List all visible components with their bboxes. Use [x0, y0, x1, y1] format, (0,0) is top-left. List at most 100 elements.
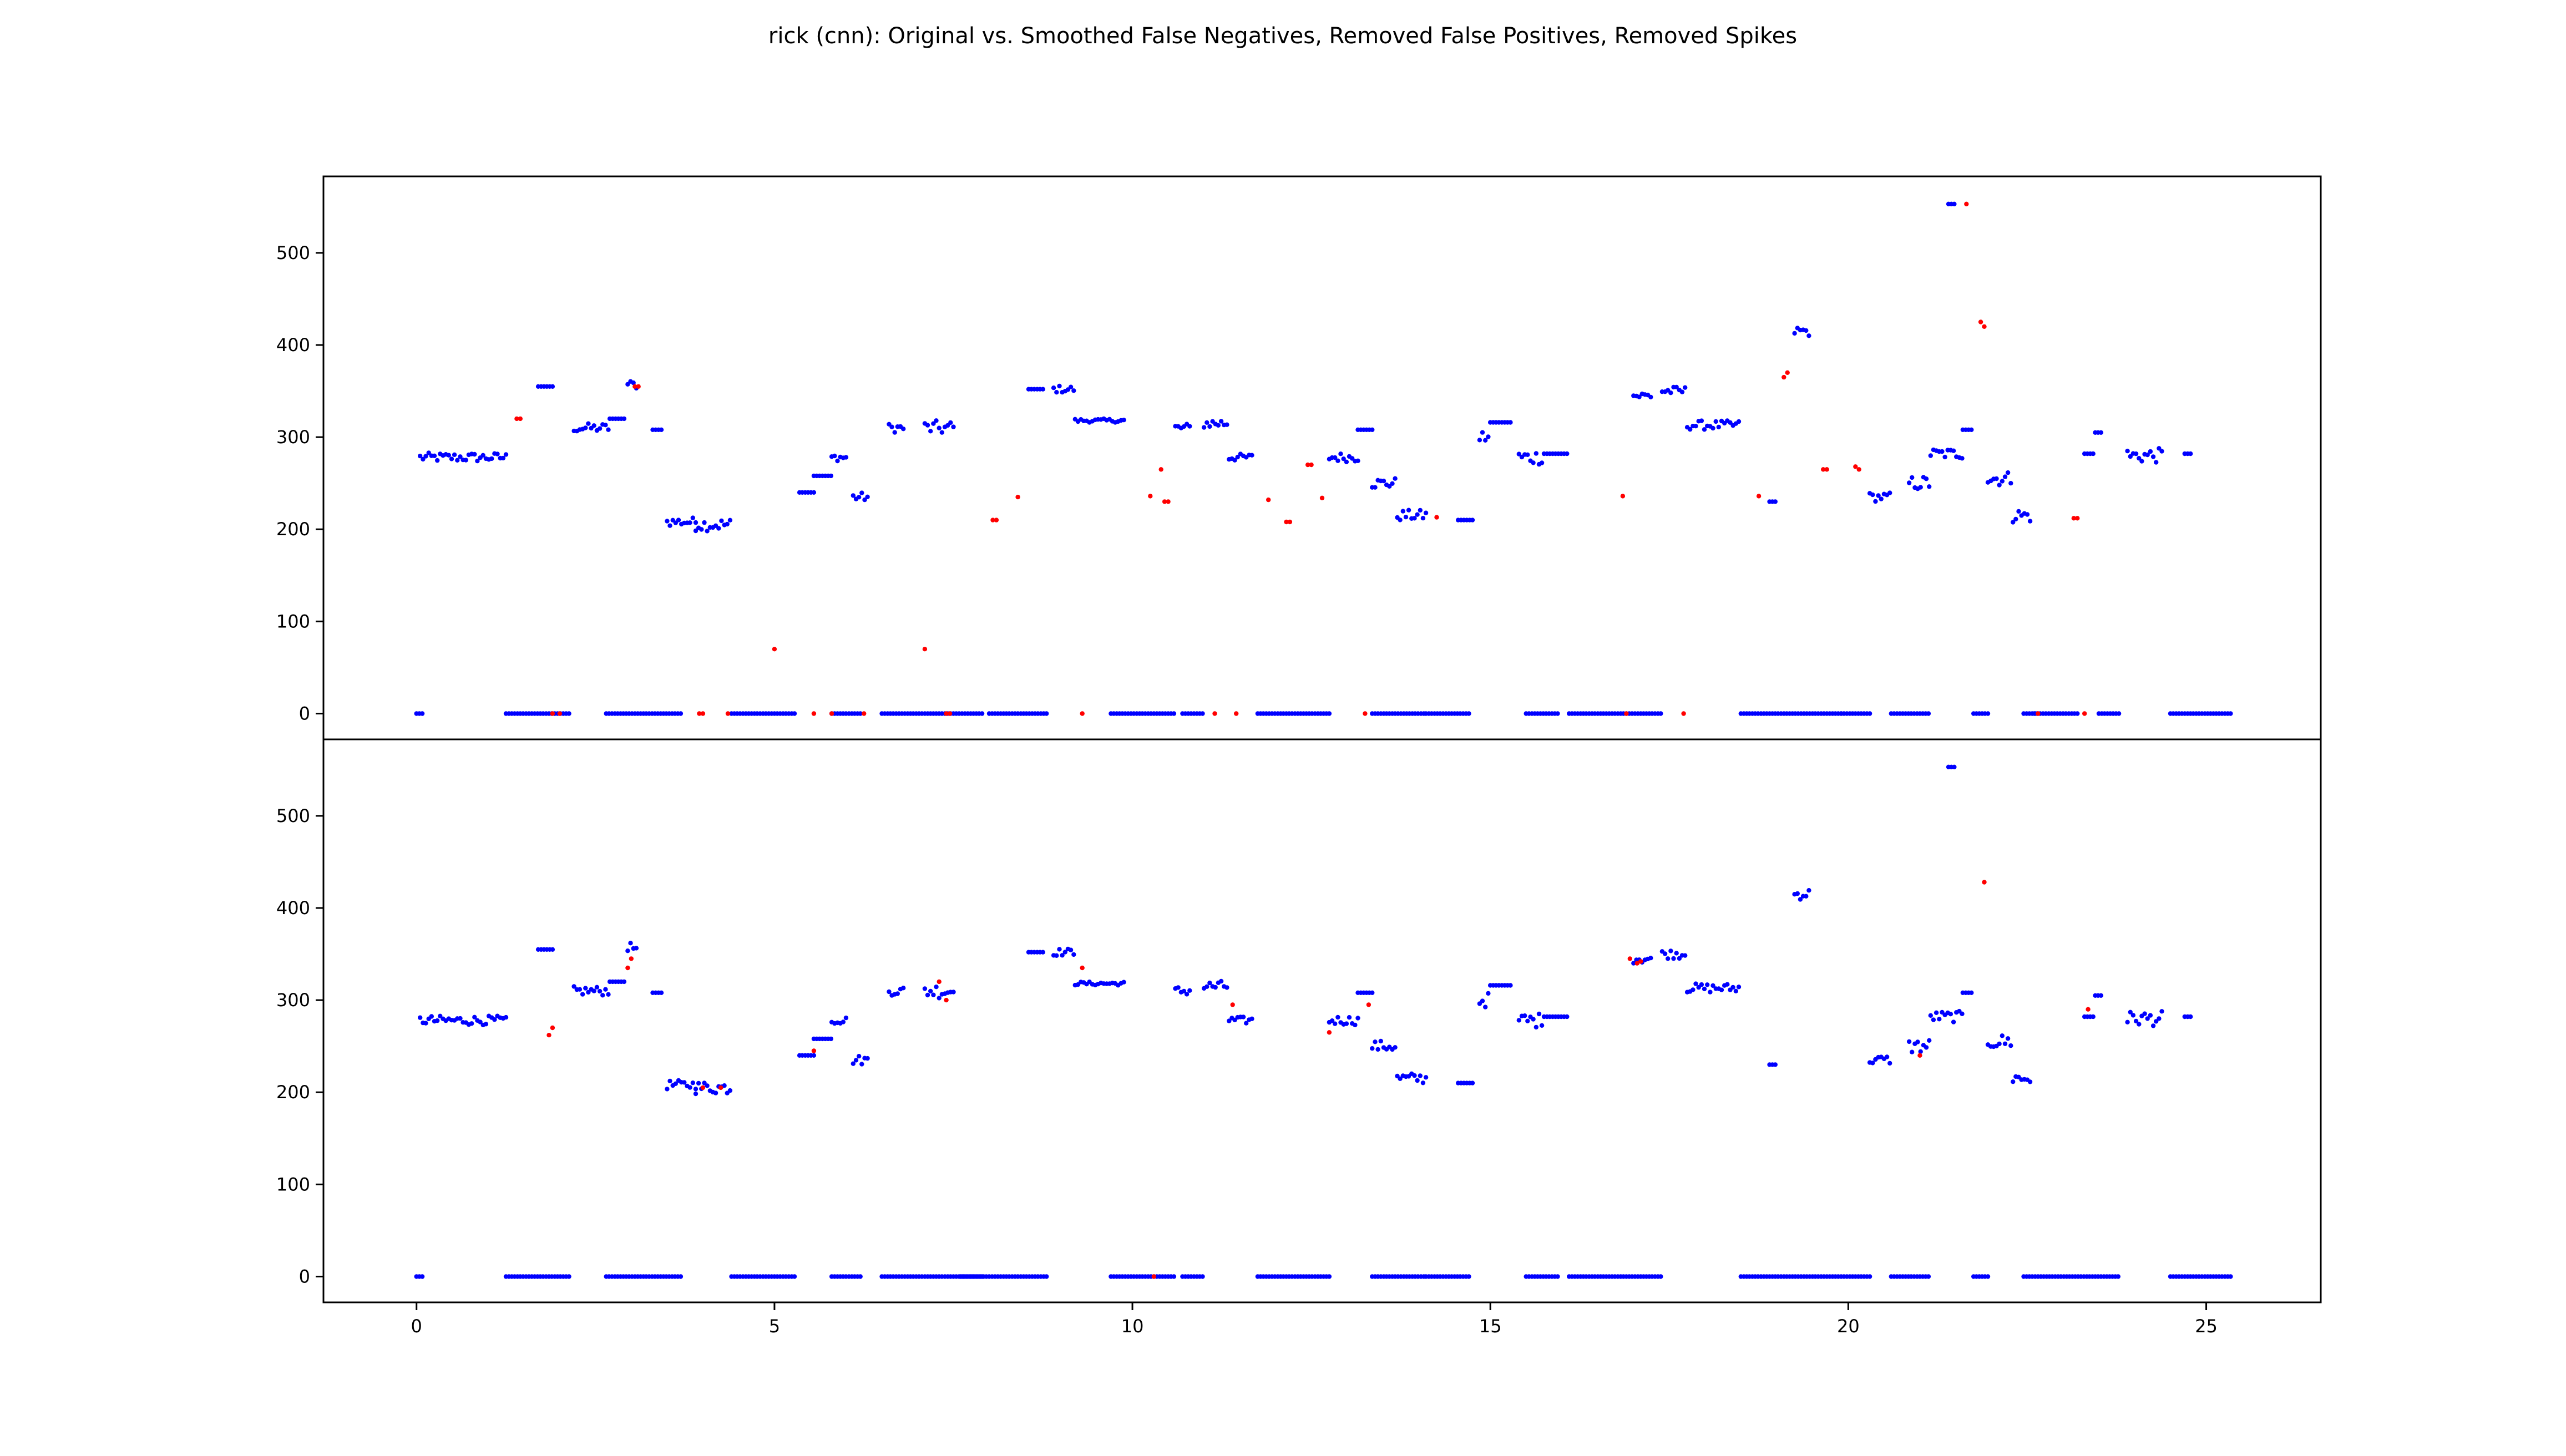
- data-point: [1319, 495, 1325, 500]
- data-point: [979, 711, 985, 716]
- data-point: [659, 990, 664, 996]
- data-point: [937, 425, 942, 430]
- data-point: [1915, 1039, 1920, 1044]
- data-point: [901, 427, 906, 432]
- data-point: [1353, 1022, 1358, 1028]
- data-point: [678, 1274, 684, 1279]
- data-point: [1508, 983, 1513, 988]
- data-point: [2188, 1014, 2193, 1019]
- data-point: [1733, 988, 1738, 994]
- data-point: [1363, 711, 1368, 716]
- data-point: [1062, 950, 1068, 955]
- data-point: [665, 519, 670, 524]
- data-point: [1683, 953, 1688, 958]
- data-point: [432, 453, 437, 458]
- data-point: [858, 711, 863, 716]
- data-point: [2082, 711, 2087, 716]
- y-tick-label: 0: [299, 703, 310, 724]
- data-point: [889, 424, 894, 429]
- data-point: [1918, 485, 1923, 490]
- data-point: [1906, 1039, 1912, 1044]
- data-point: [1525, 1018, 1530, 1024]
- data-point: [1873, 499, 1878, 504]
- data-point: [2011, 520, 2016, 525]
- data-point: [1693, 981, 1698, 986]
- data-point: [1658, 711, 1663, 716]
- data-point: [1918, 1049, 1923, 1054]
- data-point: [1887, 1061, 1892, 1066]
- data-point: [2000, 479, 2005, 484]
- x-tick-label: 20: [1837, 1316, 1860, 1337]
- data-point: [571, 984, 576, 989]
- data-point: [1381, 478, 1386, 484]
- data-point: [1951, 1019, 1956, 1024]
- data-point: [1702, 986, 1707, 992]
- data-point: [1216, 423, 1221, 428]
- data-point: [1121, 980, 1126, 985]
- data-point: [1658, 1274, 1663, 1279]
- data-point: [727, 518, 733, 522]
- y-tick-label: 100: [276, 611, 310, 632]
- data-point: [1867, 1274, 1872, 1279]
- data-point: [1634, 961, 1639, 966]
- data-point: [1329, 1018, 1335, 1023]
- data-point: [2188, 451, 2193, 456]
- data-point: [458, 1016, 463, 1021]
- data-point: [1121, 418, 1126, 423]
- data-point: [811, 1048, 817, 1053]
- data-point: [1418, 508, 1423, 513]
- data-point: [725, 711, 731, 716]
- data-point: [693, 1087, 699, 1092]
- data-point: [944, 997, 949, 1003]
- data-point: [1736, 985, 1742, 990]
- data-point: [1218, 978, 1224, 984]
- data-point: [811, 1053, 817, 1058]
- data-point: [928, 429, 933, 434]
- data-point: [928, 988, 933, 994]
- data-point: [1824, 467, 1829, 472]
- data-point: [472, 1014, 477, 1020]
- data-point: [1466, 1274, 1471, 1279]
- data-point: [1241, 1014, 1246, 1019]
- data-point: [937, 979, 942, 985]
- data-point: [1218, 419, 1224, 424]
- data-point: [2133, 451, 2139, 456]
- data-point: [1207, 980, 1212, 986]
- data-point: [1674, 384, 1679, 390]
- data-point: [934, 985, 939, 990]
- data-point: [1355, 1016, 1360, 1021]
- data-point: [1804, 328, 1809, 333]
- data-point: [1249, 1016, 1254, 1022]
- series-highlight-top: [514, 201, 2087, 716]
- data-point: [1068, 384, 1074, 389]
- data-point: [586, 421, 591, 426]
- y-tick-label: 200: [276, 1082, 310, 1103]
- data-point: [435, 458, 440, 463]
- data-point: [693, 520, 699, 525]
- data-point: [1539, 460, 1545, 465]
- data-point: [699, 527, 704, 532]
- data-point: [557, 711, 562, 716]
- chart-panels: 0 100 200 300 400 500 0 100 200 300 400 500 0 5 10 15 20…: [276, 175, 2322, 1337]
- data-point: [1806, 888, 1811, 893]
- data-point: [931, 992, 936, 997]
- data-point: [1393, 476, 1398, 481]
- data-point: [2228, 1274, 2233, 1279]
- data-point: [1982, 880, 1987, 885]
- data-point: [1327, 711, 1332, 716]
- data-point: [1677, 956, 1682, 961]
- data-point: [1344, 1021, 1349, 1026]
- data-point: [2008, 1043, 2013, 1048]
- data-point: [1187, 424, 1192, 429]
- data-point: [606, 427, 611, 432]
- data-point: [705, 1083, 710, 1088]
- data-point: [1151, 1274, 1156, 1279]
- data-point: [625, 965, 630, 971]
- data-point: [1232, 458, 1237, 463]
- data-point: [1054, 953, 1059, 958]
- data-point: [2008, 481, 2013, 486]
- data-point: [503, 1014, 509, 1020]
- data-point: [2071, 516, 2076, 521]
- data-point: [2002, 1041, 2008, 1047]
- data-point: [687, 1085, 692, 1090]
